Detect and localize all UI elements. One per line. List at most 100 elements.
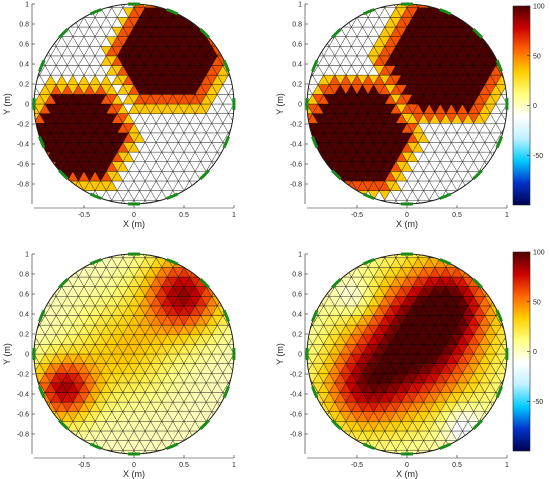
y-tick-label: 0 <box>298 102 302 109</box>
mesh-cell <box>233 353 234 364</box>
mesh-cells <box>307 4 507 204</box>
electrode <box>331 278 342 289</box>
colorbar: 100 50 0 -50 <box>512 4 545 206</box>
y-tick-label: -0.8 <box>17 432 29 439</box>
electrode <box>311 309 319 322</box>
x-tick-label: -0.5 <box>78 212 90 219</box>
y-tick-label: 0.8 <box>292 22 302 29</box>
y-tick-label: 0.4 <box>19 312 29 319</box>
mesh-cell <box>362 450 374 454</box>
mesh-cell <box>501 344 507 355</box>
y-tick-label: 0 <box>25 102 29 109</box>
electrode <box>58 419 69 430</box>
x-axis: -0.5 0 0.5 1 <box>34 455 236 469</box>
mesh-cell <box>44 286 57 297</box>
mesh-cell <box>501 315 507 326</box>
electrode <box>222 136 230 149</box>
y-tick-label: -0.8 <box>290 432 302 439</box>
y-axis-label: Y (m) <box>2 343 12 365</box>
mesh-cell <box>307 65 313 76</box>
x-axis-label: X (m) <box>123 469 145 479</box>
mesh-cell <box>228 344 234 355</box>
electrode <box>38 386 46 399</box>
electrode <box>472 169 483 180</box>
mesh-cell <box>72 440 85 451</box>
mesh-cell <box>233 334 234 345</box>
mesh-cell <box>456 190 469 201</box>
mesh-cell <box>228 353 234 364</box>
mesh-cells <box>307 254 507 454</box>
y-tick-label: 0.6 <box>292 42 302 49</box>
y-axis: 1 0.8 0.6 0.4 0.2 0 -0.2 -0.4 -0.6 -0.8 <box>290 252 308 454</box>
mesh-cell <box>167 4 179 8</box>
electrode <box>89 442 102 450</box>
y-tick-label: -0.8 <box>17 182 29 189</box>
mesh-cell <box>501 334 507 345</box>
electrode <box>495 309 503 322</box>
electrode <box>472 419 483 430</box>
mesh-cell <box>228 315 234 326</box>
mesh-cell <box>155 450 168 454</box>
y-tick-label: 0.2 <box>292 82 302 89</box>
y-tick-label: 0.4 <box>19 62 29 69</box>
colorbar-tick-label: 50 <box>533 53 541 60</box>
y-tick-label: 0.4 <box>292 62 302 69</box>
mesh-cell <box>211 36 224 47</box>
mesh-cell <box>228 103 234 114</box>
mesh-cell <box>167 254 179 258</box>
y-axis: 1 0.8 0.6 0.4 0.2 0 -0.2 -0.4 -0.6 -0.8 <box>290 2 308 204</box>
electrode <box>362 442 375 450</box>
y-tick-label: -0.2 <box>290 372 302 379</box>
mesh-cell <box>228 65 234 76</box>
x-axis: -0.5 0 0.5 1 <box>307 205 509 219</box>
mesh-cell <box>183 190 196 201</box>
electrode <box>199 419 210 430</box>
mesh-cell <box>183 7 196 18</box>
mesh-cell <box>456 440 469 451</box>
mesh-cell <box>373 254 386 258</box>
mesh-cell <box>34 132 40 143</box>
mesh-cell <box>484 286 497 297</box>
x-tick-label: 0.5 <box>452 212 462 219</box>
mesh-cell <box>307 315 313 326</box>
mesh-cell <box>228 94 234 105</box>
electrode <box>38 136 46 149</box>
y-axis-label: Y (m) <box>2 93 12 115</box>
mesh-cell <box>373 200 386 204</box>
mesh-cell <box>233 344 234 355</box>
electrode <box>495 136 503 149</box>
electrode <box>38 309 46 322</box>
y-tick-label: 0.2 <box>19 332 29 339</box>
electrode <box>58 278 69 289</box>
x-tick-label: -0.5 <box>351 462 363 469</box>
x-axis-label: X (m) <box>396 219 418 229</box>
x-tick-label: 1 <box>232 462 236 469</box>
electrode <box>439 442 452 450</box>
electrode <box>58 28 69 39</box>
mesh-cell <box>34 315 40 326</box>
mesh-cells <box>34 4 234 204</box>
x-axis: -0.5 0 0.5 1 <box>307 455 509 469</box>
electrode <box>311 59 319 72</box>
colorbar-tick-label: 0 <box>533 103 537 110</box>
electrode <box>38 59 46 72</box>
panel-top-left: 1 0.8 0.6 0.4 0.2 0 -0.2 -0.4 -0.6 -0.8 -0.5 0 0.5 1… <box>2 2 236 230</box>
x-tick-label: 0 <box>405 212 409 219</box>
x-tick-label: 1 <box>505 462 509 469</box>
mesh-cell <box>317 36 330 47</box>
mesh-cell <box>228 113 234 124</box>
x-tick-label: 0 <box>405 462 409 469</box>
y-tick-label: 0.8 <box>19 22 29 29</box>
x-tick-label: 0 <box>132 462 136 469</box>
mesh-cell <box>233 84 234 95</box>
electrode <box>58 169 69 180</box>
mesh-cell <box>34 382 40 393</box>
x-axis-label: X (m) <box>396 469 418 479</box>
mesh-cell <box>484 161 497 172</box>
mesh-cell <box>456 7 469 18</box>
electrode <box>495 59 503 72</box>
x-axis: -0.5 0 0.5 1 <box>34 205 236 219</box>
electrode <box>495 386 503 399</box>
mesh-cell <box>501 382 507 393</box>
x-tick-label: 1 <box>505 212 509 219</box>
